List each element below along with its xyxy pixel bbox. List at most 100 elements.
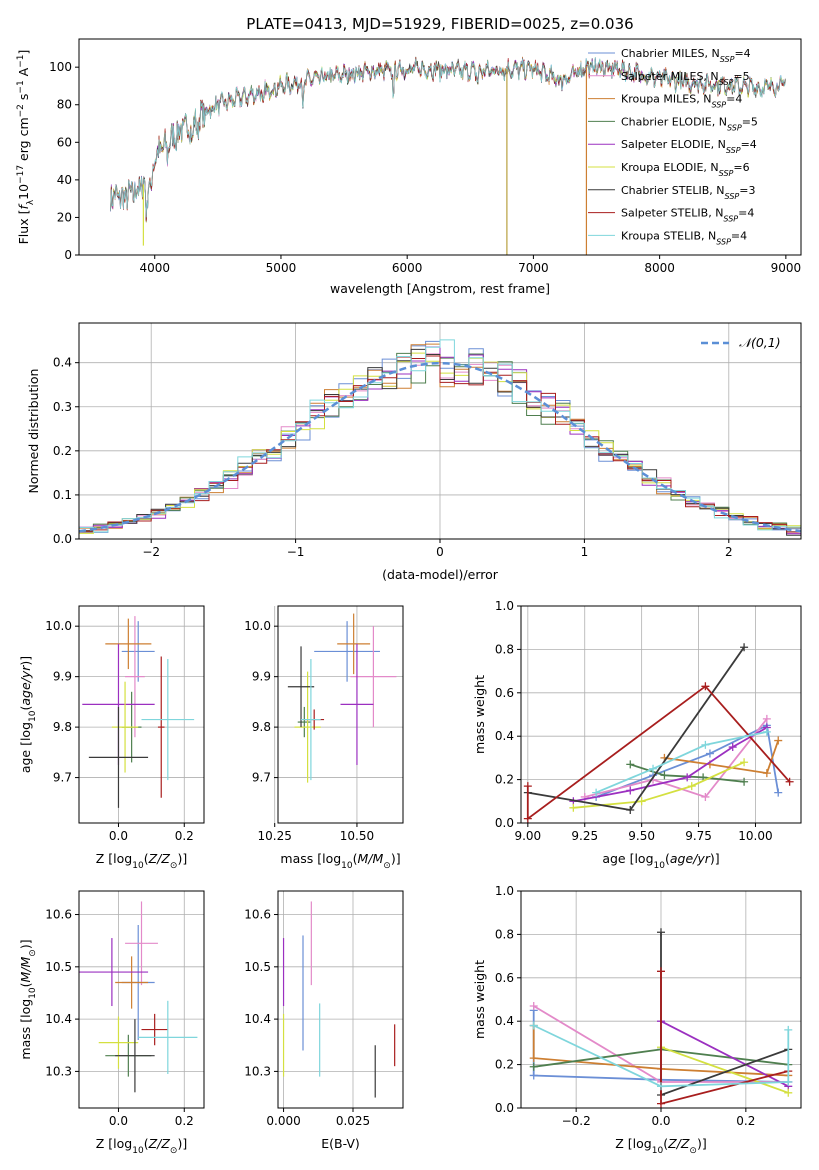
- weight-marker: [774, 788, 783, 797]
- y-axis-label: mass weight: [472, 960, 487, 1039]
- legend-value: =4: [726, 93, 742, 106]
- age_vs_Z-axes-frame: [78, 605, 205, 824]
- x-tick-label: 0.0: [109, 829, 128, 843]
- x-axis-label-part: Z/Z: [667, 1136, 690, 1151]
- x-axis-label-part: )]: [697, 1136, 707, 1151]
- mass_vs_Z-axes-frame-group: 0.0 0.210.310.410.510.6Z [log10(Z/Z⊙)]mas…: [18, 890, 205, 1156]
- weight_vs_age-axes-plot-area: [523, 643, 794, 823]
- weight_vs_age-axes-frame-group: 9.00 9.25 9.50 9.75 10.00 0.0 0.2 0.4 0.6 0.8 1.0 a…: [472, 599, 802, 871]
- weight_vs_Z-axes: −0.2 0.0 0.2 0.0 0.2 0.4 0.6 0.8 1.0 Z [log10(Z/Z…: [472, 884, 802, 1156]
- legend-value: =4: [734, 47, 750, 60]
- weight-marker: [728, 743, 737, 752]
- legend-sub: SSP: [716, 237, 731, 246]
- y-axis-label-part: Flux [: [16, 210, 31, 245]
- x-axis-label-part: 10: [654, 861, 666, 871]
- x-axis-label-part: E(B-V): [321, 1136, 360, 1151]
- age_vs_Z-axes-plot-area: [82, 616, 195, 808]
- weight-marker: [529, 1071, 538, 1080]
- y-tick-label: 0.2: [53, 444, 72, 458]
- legend-sub: SSP: [719, 77, 734, 86]
- weight-marker: [529, 1021, 538, 1030]
- x-axis-label-part: (: [663, 1136, 668, 1151]
- weight-line: [527, 646, 745, 811]
- y-tick-label: 1.0: [495, 599, 514, 613]
- x-axis-label-part: 10: [652, 1146, 664, 1156]
- x-tick-label: 9.75: [685, 829, 712, 843]
- x-axis-label-part: Z/Z: [148, 851, 171, 866]
- legend-sub: SSP: [726, 146, 741, 155]
- y-axis-label-part: ⊙: [28, 949, 38, 957]
- x-axis-label-part: age/yr: [670, 851, 711, 866]
- y-axis-label-part: λ: [26, 199, 36, 205]
- y-axis-label-part: erg cm: [16, 117, 31, 165]
- x-axis-label-part: 10: [132, 1146, 144, 1156]
- legend-text: Salpeter ELODIE, N: [621, 138, 726, 151]
- x-axis-label-part: ⊙: [689, 1146, 697, 1156]
- y-tick-label: 10.6: [45, 908, 72, 922]
- mass_vs_Z-axes-plot-area: [79, 901, 198, 1093]
- figure-title: PLATE=0413, MJD=51929, FIBERID=0025, z=0…: [246, 15, 633, 33]
- histogram-step: [79, 346, 801, 535]
- x-axis-label-part: 10: [132, 861, 144, 871]
- y-tick-label: 10.5: [45, 960, 72, 974]
- legend-label: Salpeter STELIB, NSSP=4: [621, 207, 754, 224]
- mass_vs_EBV-axes-plot-area: [282, 901, 396, 1098]
- x-tick-label: 0.025: [336, 1114, 370, 1128]
- legend-text: Chabrier MILES, N: [621, 47, 720, 60]
- x-tick-label: 9.25: [571, 829, 598, 843]
- y-tick-label: 0.0: [495, 1101, 514, 1115]
- y-tick-label: 0.1: [53, 488, 72, 502]
- x-axis-label-part: M/M: [358, 851, 384, 866]
- legend-value: =5: [742, 115, 758, 128]
- spectrum-axes: 4000 5000 6000 7000 8000 9000 0 20 40 60 80 100 Chab…: [16, 38, 802, 296]
- weight-marker: [529, 1054, 538, 1063]
- y-axis-label-part: −17: [16, 165, 26, 184]
- x-axis-label: (data-model)/error: [382, 567, 499, 582]
- x-axis-label-part: Z [log: [96, 851, 132, 866]
- legend-value: =4: [731, 229, 747, 242]
- x-tick-label: 0.2: [736, 1114, 755, 1128]
- weight-marker: [740, 643, 749, 652]
- y-tick-label: 10.6: [244, 908, 271, 922]
- y-tick-label: 9.7: [252, 771, 271, 785]
- x-tick-label: 7000: [518, 261, 549, 275]
- y-tick-label: 0.4: [53, 356, 72, 370]
- y-axis-label-part: ]: [16, 50, 31, 55]
- x-tick-label: −2: [142, 545, 160, 559]
- spectrum-line: [110, 57, 786, 218]
- y-axis-label: Flux [fλ10−17 erg cm−2 s−1 A−1]: [16, 50, 36, 245]
- y-tick-label: 10.4: [244, 1012, 271, 1026]
- y-tick-label: 0.0: [495, 816, 514, 830]
- x-axis-label-part: ⊙: [170, 1146, 178, 1156]
- legend-text: Salpeter STELIB, N: [621, 207, 723, 220]
- weight-marker: [657, 1099, 665, 1108]
- x-axis-label: Z [log10(Z/Z⊙)]: [96, 851, 187, 871]
- weight-marker: [784, 1088, 793, 1097]
- residual-axes-frame-group: −2 −1 0 1 2 0.0 0.1 0.2 0.3 0.4 𝒩(0,1) (data-model)…: [26, 322, 802, 582]
- age_vs_mass-axes-frame-group: 10.25 10.50 9.7 9.8 9.9 10.0 mass [log10(M/M⊙)…: [244, 605, 404, 871]
- y-tick-label: 10.4: [45, 1012, 72, 1026]
- y-axis-label-part: 10: [16, 184, 31, 200]
- y-tick-label: 10.0: [244, 619, 271, 633]
- x-axis-label-part: (: [144, 851, 149, 866]
- weight-marker: [626, 786, 635, 795]
- y-tick-label: 80: [57, 98, 72, 112]
- legend-sub: SSP: [719, 169, 734, 178]
- y-axis-label-part: )]: [18, 656, 33, 666]
- weight-marker: [701, 792, 710, 801]
- y-axis-label-part: (: [18, 982, 33, 987]
- y-axis-label: age [log10(age/yr)]: [18, 656, 38, 773]
- weight-marker: [762, 714, 771, 723]
- y-axis-label-part: mass [log: [18, 999, 33, 1060]
- x-tick-label: 0: [436, 545, 444, 559]
- weight-marker: [523, 814, 532, 823]
- legend-text: Kroupa MILES, N: [621, 93, 711, 106]
- x-tick-label: 0.000: [266, 1114, 300, 1128]
- y-tick-label: 0.2: [495, 1058, 514, 1072]
- weight-marker: [626, 805, 635, 814]
- y-axis-label-part: s: [16, 94, 31, 105]
- x-tick-label: 10.00: [738, 829, 772, 843]
- x-tick-label: 8000: [644, 261, 675, 275]
- legend-label: Kroupa STELIB, NSSP=4: [621, 229, 747, 246]
- x-axis-label-part: Z [log: [96, 1136, 132, 1151]
